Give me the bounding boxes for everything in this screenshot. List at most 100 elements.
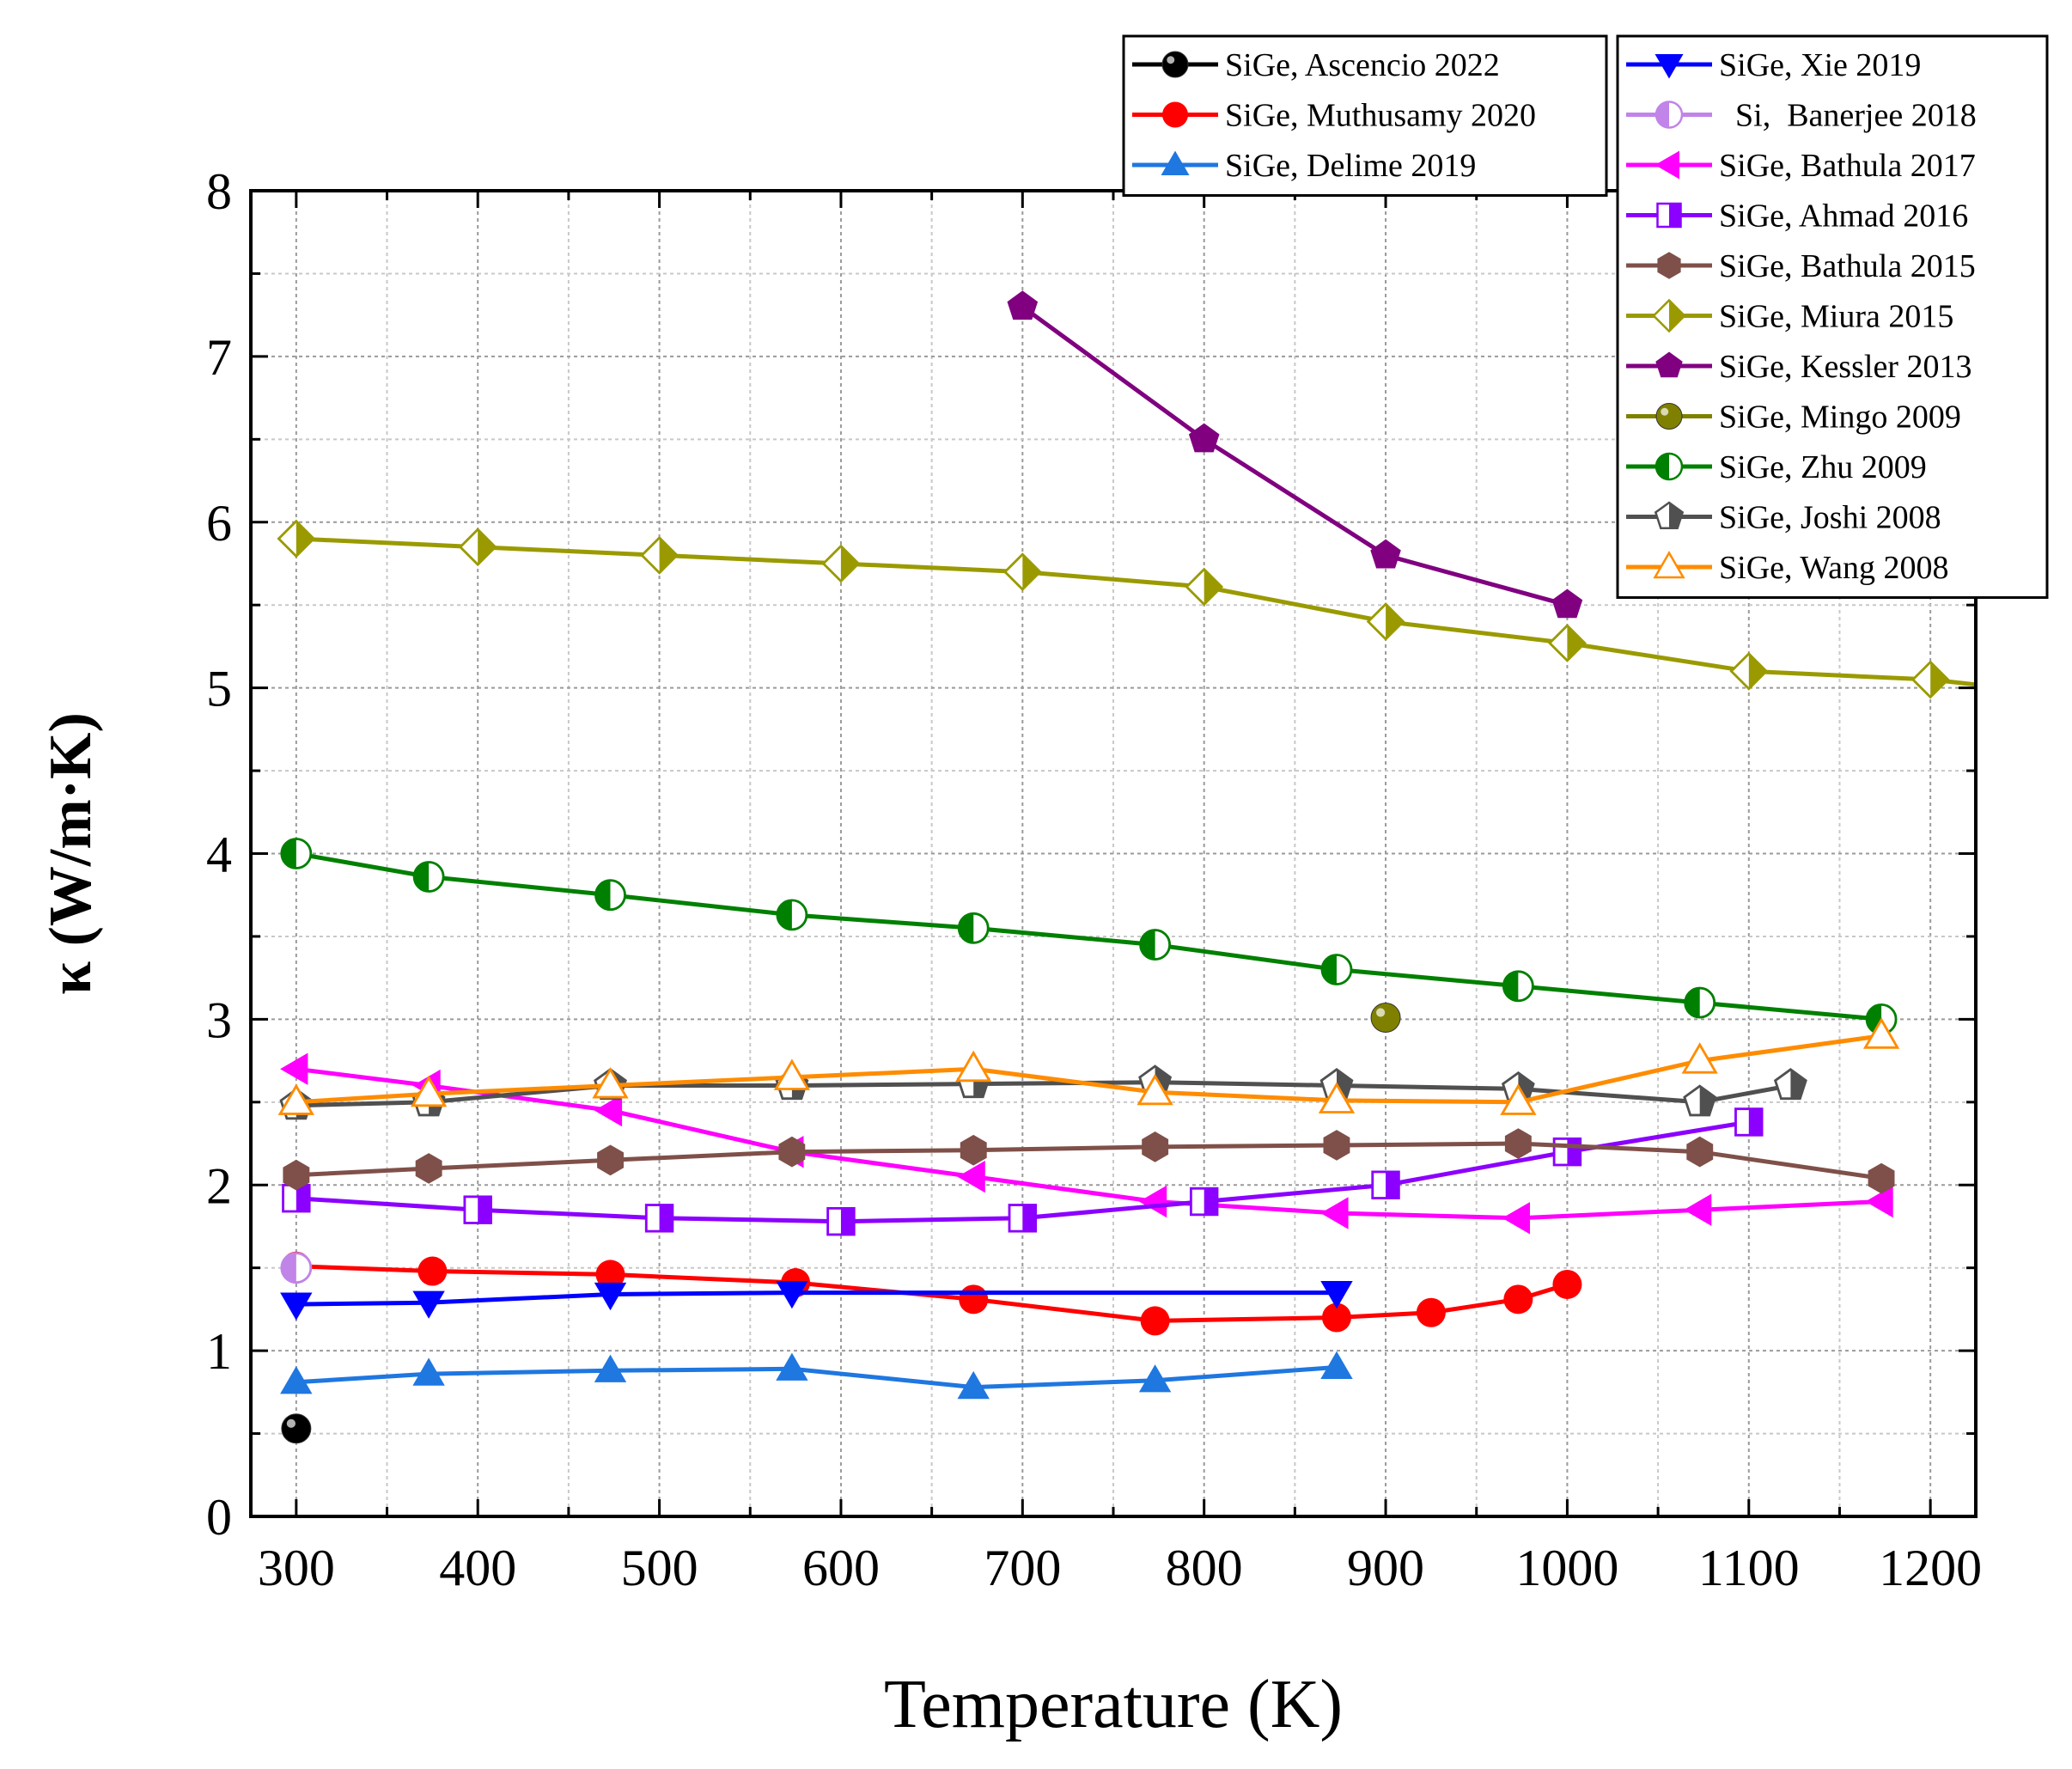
y-tick-label: 5 xyxy=(206,661,232,717)
series-13 xyxy=(279,1064,1807,1120)
data-point xyxy=(280,1252,313,1284)
x-tick-label: 700 xyxy=(984,1540,1061,1596)
legend-marker xyxy=(1655,150,1679,180)
data-point xyxy=(1686,1136,1714,1168)
y-tick-label: 0 xyxy=(206,1489,232,1546)
y-tick-label: 1 xyxy=(206,1323,232,1380)
data-point xyxy=(1007,290,1039,320)
x-axis-title: Temperature (K) xyxy=(884,1667,1343,1742)
legend-item: SiGe, Ahmad 2016 xyxy=(1626,198,1968,235)
data-point xyxy=(1502,1202,1530,1235)
legend-label: SiGe, Miura 2015 xyxy=(1719,299,1953,335)
data-point xyxy=(1142,1132,1169,1162)
y-tick-label: 3 xyxy=(206,991,232,1048)
data-point xyxy=(1320,954,1353,985)
legend-marker xyxy=(1652,298,1686,333)
series-line xyxy=(296,1264,1569,1323)
data-point xyxy=(1140,1306,1170,1336)
data-point xyxy=(957,1370,990,1400)
legend-item: SiGe, Delime 2019 xyxy=(1132,148,1476,184)
legend-label: SiGe, Wang 2008 xyxy=(1719,550,1949,586)
legend-label: SiGe, Ahmad 2016 xyxy=(1719,198,1968,235)
legend-marker xyxy=(1654,501,1685,530)
data-point xyxy=(280,1292,313,1321)
data-point xyxy=(412,1290,445,1319)
data-point xyxy=(1002,552,1042,592)
data-point xyxy=(592,1066,629,1099)
legend-label: SiGe, Muthusamy 2020 xyxy=(1225,98,1536,134)
legend-marker xyxy=(1162,101,1188,128)
data-point xyxy=(1137,1073,1173,1106)
data-point xyxy=(1138,1185,1167,1218)
series-6 xyxy=(280,1052,1893,1235)
series-line xyxy=(296,1034,1882,1105)
data-point xyxy=(595,1260,625,1290)
legend-label: SiGe, Mingo 2009 xyxy=(1719,400,1961,436)
series-11 xyxy=(1370,1002,1401,1033)
legend-marker xyxy=(1655,54,1684,79)
y-tick-label: 6 xyxy=(206,495,232,552)
data-point xyxy=(1323,1130,1350,1161)
x-tick-label: 300 xyxy=(258,1540,335,1596)
data-point xyxy=(594,1094,623,1127)
series-12 xyxy=(280,838,1898,1035)
legend-label: SiGe, Joshi 2008 xyxy=(1719,500,1941,536)
legend-item: SiGe, Joshi 2008 xyxy=(1626,500,1941,536)
legend-marker xyxy=(1653,551,1685,579)
series-line xyxy=(296,1080,1791,1108)
legend-label: SiGe, Delime 2019 xyxy=(1225,148,1476,184)
legend-marker xyxy=(1656,202,1682,229)
y-tick-label: 4 xyxy=(206,827,232,883)
data-point xyxy=(280,1052,308,1085)
data-point xyxy=(277,1083,314,1115)
data-point xyxy=(1139,929,1172,961)
data-point xyxy=(417,1256,448,1286)
data-point xyxy=(644,1204,674,1233)
x-tick-label: 400 xyxy=(439,1540,516,1596)
data-point xyxy=(1683,1084,1717,1117)
data-point xyxy=(597,1144,624,1176)
data-point xyxy=(1320,1281,1353,1309)
data-point xyxy=(1008,1204,1038,1233)
legend-item: SiGe, Miura 2015 xyxy=(1626,299,1953,335)
series-7 xyxy=(282,1107,1764,1236)
series-14 xyxy=(277,1017,1900,1115)
data-point xyxy=(1552,1269,1582,1299)
data-point xyxy=(1504,1128,1532,1159)
y-tick-label: 7 xyxy=(206,329,232,386)
series-9 xyxy=(277,519,1977,699)
legend-marker xyxy=(1655,403,1683,430)
data-point xyxy=(281,1413,312,1444)
legend-label: SiGe, Ascencio 2022 xyxy=(1225,47,1500,83)
legend-item: Si, Banerjee 2018 xyxy=(1626,98,1977,134)
x-tick-label: 1100 xyxy=(1698,1540,1800,1596)
legend-item: SiGe, Bathula 2017 xyxy=(1626,148,1976,184)
legend-marker xyxy=(1161,150,1190,175)
legend-label: SiGe, Zhu 2009 xyxy=(1719,449,1927,485)
data-point xyxy=(776,1352,808,1381)
data-point xyxy=(1552,1137,1582,1167)
data-point xyxy=(1911,660,1950,699)
ticks xyxy=(251,191,1976,1516)
data-point xyxy=(1681,1042,1718,1074)
x-tick-label: 1000 xyxy=(1515,1540,1618,1596)
data-point xyxy=(280,1366,313,1394)
data-point xyxy=(1502,970,1534,1003)
legend-marker xyxy=(1655,351,1683,378)
legend: SiGe, Ascencio 2022 SiGe, Muthusamy 2020 S… xyxy=(1122,34,2049,599)
data-point xyxy=(1320,1351,1353,1379)
series-line xyxy=(296,851,1882,1022)
series-10 xyxy=(1007,290,1583,619)
legend-label: SiGe, Kessler 2013 xyxy=(1719,349,1971,385)
data-point xyxy=(776,899,808,931)
legend-marker xyxy=(1657,252,1681,279)
data-point xyxy=(1684,986,1716,1019)
data-point xyxy=(1370,1002,1401,1033)
data-point xyxy=(778,1136,806,1168)
tick-labels: 300 400 500 600 700 800 900 1000 1100 1200 0 1 2 3 4 5 6… xyxy=(206,163,1982,1596)
series-line xyxy=(1021,304,1569,607)
data-point xyxy=(280,838,313,869)
data-point xyxy=(1318,1082,1356,1113)
data-point xyxy=(826,1206,856,1236)
